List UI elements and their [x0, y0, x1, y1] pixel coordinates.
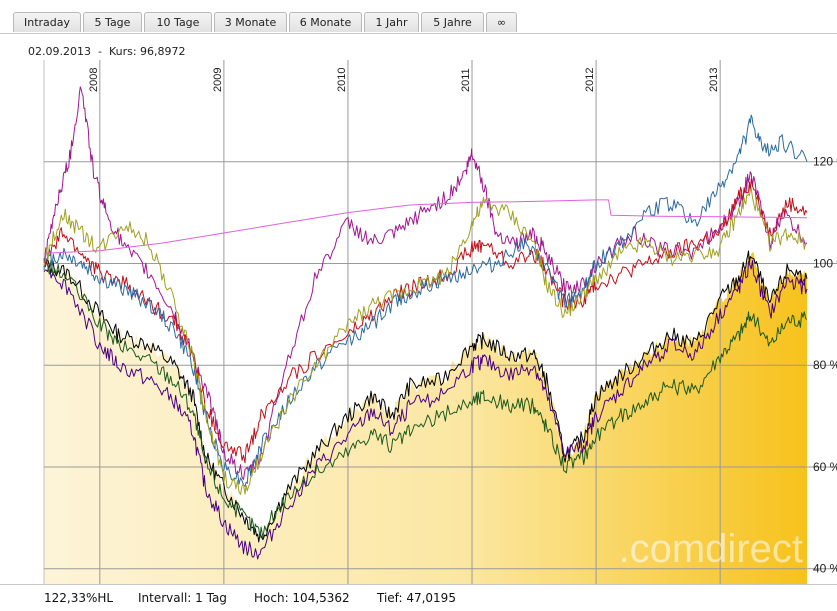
tab-5-tage[interactable]: 5 Tage — [83, 12, 142, 32]
tab-max[interactable]: ∞ — [486, 12, 517, 32]
series-line-gr-n — [43, 258, 808, 539]
x-tick-label-2013: 2013 — [708, 68, 720, 92]
x-tick-label-2011: 2011 — [460, 68, 472, 92]
x-tick-label-2012: 2012 — [584, 68, 596, 92]
tab-10-tage[interactable]: 10 Tage — [144, 12, 212, 32]
high-value: Hoch: 104,5362 — [254, 591, 350, 605]
quote-date: 02.09.2013 — [28, 45, 91, 58]
series-line-magenta — [43, 86, 808, 480]
interval-value: Intervall: 1 Tag — [138, 591, 227, 605]
tab-intraday[interactable]: Intraday — [13, 12, 81, 32]
x-tick-label-2010: 2010 — [336, 68, 348, 92]
quote-info: 02.09.2013 - Kurs: 96,8972 — [28, 45, 186, 58]
series-line-rot — [43, 178, 808, 464]
tab-6-monate[interactable]: 6 Monate — [289, 12, 362, 32]
x-tick-label-2009: 2009 — [212, 68, 224, 92]
quote-kurs: Kurs: 96,8972 — [108, 45, 186, 58]
y-tick-label-120: 120 % — [813, 155, 837, 169]
series-line-pink-anleihe — [43, 199, 808, 254]
series-line-oliv — [43, 187, 808, 495]
area-fill-basis — [44, 251, 807, 584]
y-tick-label-100: 100 % — [813, 256, 837, 270]
y-tick-label-80: 80 % — [813, 358, 837, 372]
tab-1-jahr[interactable]: 1 Jahr — [364, 12, 419, 32]
y-tick-label-40: 40 % — [813, 562, 837, 576]
quote-separator: - — [97, 45, 102, 58]
tab-3-monate[interactable]: 3 Monate — [214, 12, 287, 32]
series-line-basis-gef-llt — [43, 250, 808, 543]
series-line-blau — [43, 114, 808, 487]
comdirect-watermark: .comdirect — [619, 527, 804, 571]
y-tick-label-60: 60 % — [813, 460, 837, 474]
scale-mode: 122,33%HL — [44, 591, 114, 605]
period-tabbar: Intraday 5 Tage 10 Tage 3 Monate 6 Monat… — [0, 0, 837, 34]
tab-5-jahre[interactable]: 5 Jahre — [421, 12, 484, 32]
low-value: Tief: 47,0195 — [377, 591, 456, 605]
chart-footer: 122,33%HL Intervall: 1 Tag Hoch: 104,536… — [0, 584, 837, 611]
x-tick-label-2008: 2008 — [88, 68, 100, 92]
series-line-violett — [43, 260, 808, 560]
